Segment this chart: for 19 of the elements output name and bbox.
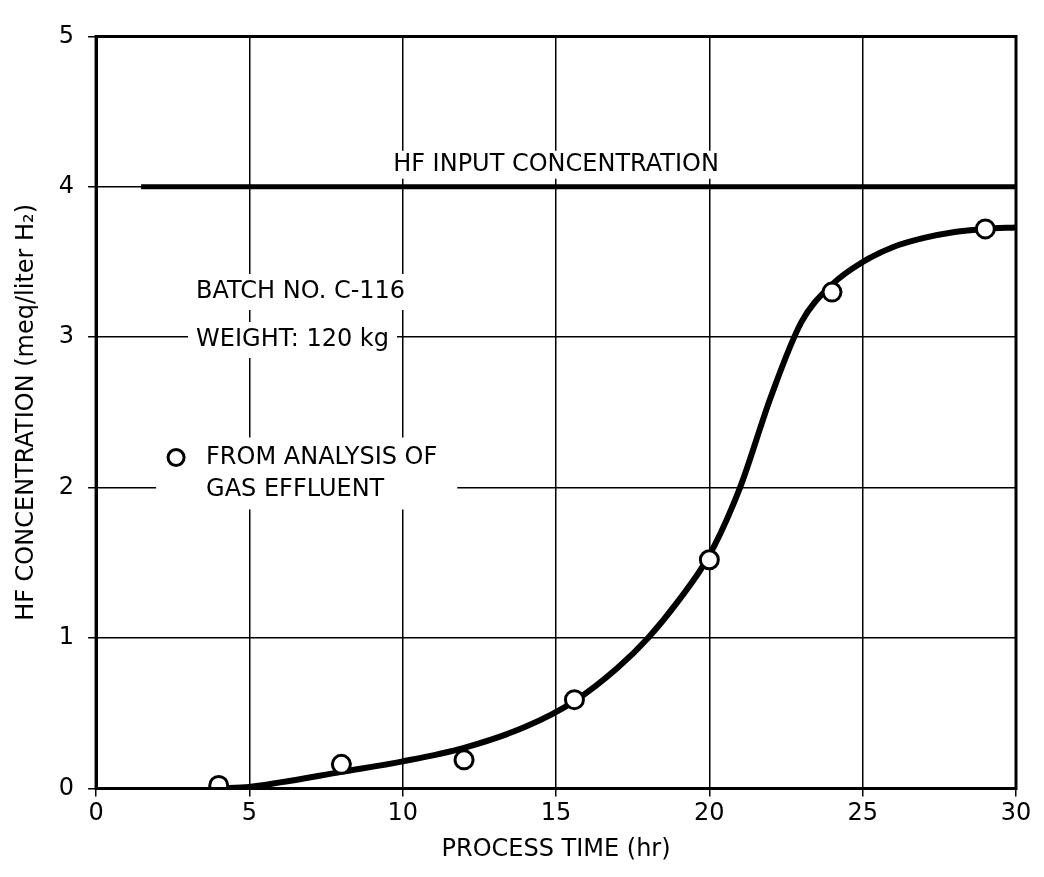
annotation: WEIGHT: 120 kg <box>196 324 390 353</box>
ref-line-label: HF INPUT CONCENTRATION <box>393 149 719 178</box>
x-tick-label: 30 <box>1000 798 1032 827</box>
x-axis-title: PROCESS TIME (hr) <box>441 833 671 862</box>
y-tick-label: 2 <box>58 471 75 500</box>
y-axis-title: HF CONCENTRATION (meq/liter H₂) <box>10 203 39 621</box>
y-tick-label: 5 <box>58 20 75 49</box>
y-tick-label: 4 <box>58 171 75 200</box>
x-tick-label: 15 <box>540 798 572 827</box>
x-tick-label: 25 <box>847 798 878 827</box>
x-tick-label: 5 <box>241 798 258 827</box>
y-tick-label: 1 <box>58 622 75 651</box>
legend-label: FROM ANALYSIS OF GAS EFFLUENT <box>206 441 438 502</box>
y-tick-label: 3 <box>58 321 75 350</box>
y-tick-label: 0 <box>58 772 75 801</box>
x-tick-label: 20 <box>694 798 725 827</box>
x-tick-label: 0 <box>88 798 104 827</box>
x-tick-label: 10 <box>387 798 418 827</box>
annotation: BATCH NO. C-116 <box>196 276 406 305</box>
